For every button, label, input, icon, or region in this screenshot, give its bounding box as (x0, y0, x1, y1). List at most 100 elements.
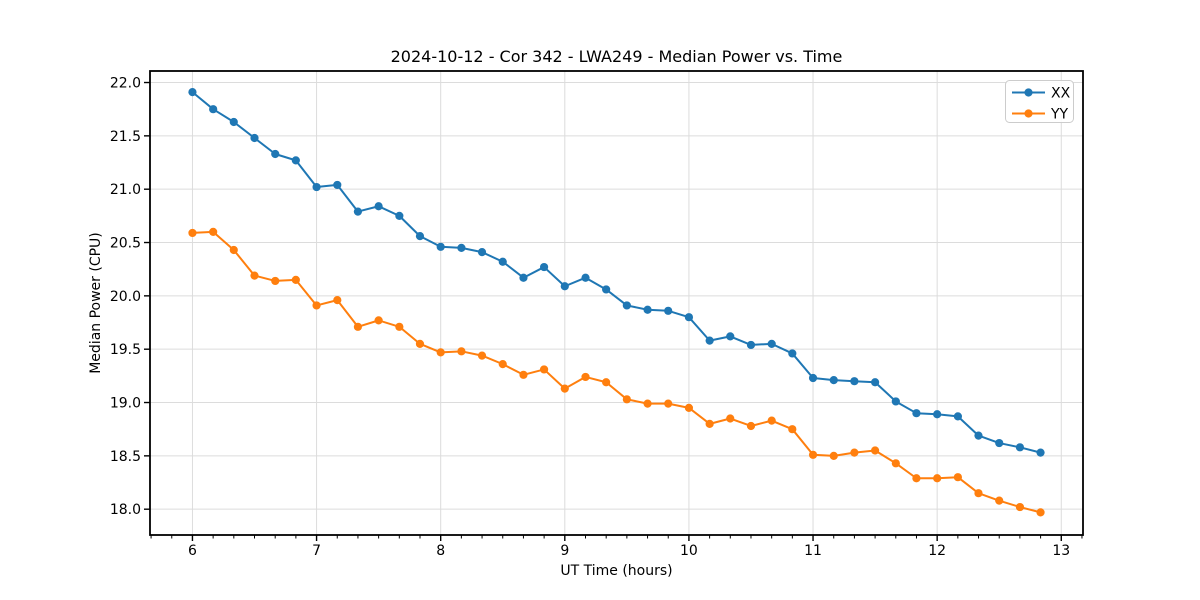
legend-label-XX: XX (1051, 86, 1071, 102)
data-point-XX-8 (353, 207, 362, 216)
data-point-XX-5 (291, 156, 300, 165)
x-axis-label: UT Time (hours) (560, 563, 673, 579)
x-ticks: 6 7 8 9 10 11 12 13 (188, 535, 1070, 559)
data-point-XX-1 (209, 105, 218, 114)
data-point-YY-13 (457, 347, 466, 356)
y-tick-label-22: 22.0 (110, 76, 141, 92)
data-point-XX-37 (953, 412, 962, 421)
data-point-YY-32 (850, 448, 859, 457)
data-point-YY-3 (250, 271, 259, 280)
x-tick-label-11: 11 (804, 543, 822, 559)
data-point-YY-40 (1015, 502, 1025, 512)
data-point-XX-15 (498, 257, 507, 266)
data-point-YY-8 (353, 322, 362, 331)
legend-swatch-marker-YY (1024, 109, 1033, 118)
chart-title: 2024-10-12 - Cor 342 - LWA249 - Median P… (390, 47, 843, 66)
y-tick-label-21.5: 21.5 (110, 129, 141, 145)
data-point-YY-14 (477, 351, 487, 360)
data-point-YY-33 (871, 446, 880, 455)
data-point-XX-12 (436, 242, 445, 251)
data-point-YY-11 (415, 339, 425, 348)
data-point-YY-20 (602, 378, 611, 387)
x-tick-label-8: 8 (436, 543, 445, 559)
data-point-YY-1 (209, 227, 218, 236)
y-axis-label: Median Power (CPU) (88, 232, 104, 374)
data-point-YY-39 (995, 496, 1004, 505)
data-point-YY-17 (539, 365, 549, 374)
grid (150, 71, 1083, 535)
data-point-XX-18 (560, 282, 569, 291)
data-point-YY-15 (498, 360, 507, 369)
data-point-YY-16 (519, 370, 528, 379)
data-point-YY-12 (436, 348, 445, 357)
data-point-XX-16 (519, 273, 528, 282)
data-point-YY-36 (933, 474, 942, 483)
data-point-YY-6 (312, 301, 321, 310)
data-point-XX-9 (374, 202, 383, 211)
data-point-XX-39 (995, 438, 1004, 448)
y-tick-label-21: 21.0 (110, 182, 141, 198)
data-point-XX-3 (250, 133, 259, 143)
y-tick-label-19: 19.0 (110, 396, 141, 412)
data-point-YY-7 (333, 296, 342, 305)
x-tick-label-7: 7 (312, 543, 321, 559)
y-tick-label-18: 18.0 (110, 502, 141, 518)
data-point-XX-40 (1015, 443, 1025, 452)
data-point-XX-22 (643, 305, 652, 314)
data-point-XX-36 (933, 410, 942, 419)
data-point-XX-6 (312, 182, 321, 192)
data-point-YY-18 (560, 384, 569, 393)
data-point-YY-19 (581, 372, 590, 382)
data-point-YY-31 (829, 451, 838, 460)
data-point-XX-19 (581, 273, 590, 282)
x-minor-ticks (150, 535, 1083, 539)
x-tick-label-6: 6 (188, 543, 197, 559)
data-point-YY-28 (767, 416, 776, 425)
data-point-XX-4 (271, 149, 280, 159)
x-tick-label-13: 13 (1052, 543, 1070, 559)
data-point-YY-27 (746, 421, 756, 431)
data-point-YY-9 (374, 316, 383, 325)
data-point-YY-2 (229, 245, 238, 255)
plot-frame (149, 70, 1084, 536)
data-point-XX-20 (602, 285, 611, 294)
data-point-XX-31 (829, 376, 838, 385)
data-point-YY-34 (891, 459, 900, 468)
data-point-XX-23 (664, 306, 673, 315)
data-point-XX-35 (912, 409, 921, 418)
data-point-XX-41 (1036, 448, 1045, 457)
data-point-YY-22 (643, 399, 652, 408)
legend-box (1005, 80, 1074, 123)
data-point-YY-30 (808, 450, 818, 459)
data-point-YY-5 (291, 275, 300, 284)
series-YY-markers (188, 227, 1045, 517)
data-point-YY-37 (953, 473, 962, 482)
data-point-YY-24 (684, 403, 694, 412)
data-point-XX-14 (477, 248, 487, 257)
legend-swatch-marker-XX (1024, 88, 1033, 97)
y-tick-label-19.5: 19.5 (110, 342, 141, 358)
data-point-YY-26 (726, 414, 735, 423)
data-point-YY-29 (788, 425, 797, 434)
data-point-XX-7 (333, 180, 342, 190)
data-point-YY-35 (912, 474, 921, 483)
data-point-YY-25 (705, 419, 714, 428)
data-point-XX-25 (705, 336, 714, 345)
data-point-XX-11 (415, 232, 425, 241)
data-point-XX-2 (229, 117, 238, 127)
data-point-XX-34 (891, 397, 900, 406)
data-point-XX-28 (767, 339, 776, 348)
data-point-XX-17 (539, 262, 549, 272)
data-point-YY-23 (664, 399, 673, 408)
series-YY-line (191, 230, 1042, 514)
data-point-YY-10 (395, 322, 404, 331)
x-tick-label-10: 10 (680, 543, 698, 559)
legend: XX YY (1005, 80, 1074, 123)
y-tick-label-20.5: 20.5 (110, 236, 141, 252)
x-tick-label-9: 9 (560, 543, 569, 559)
x-tick-label-12: 12 (928, 543, 946, 559)
data-point-YY-4 (271, 276, 280, 286)
data-point-YY-21 (622, 395, 631, 404)
